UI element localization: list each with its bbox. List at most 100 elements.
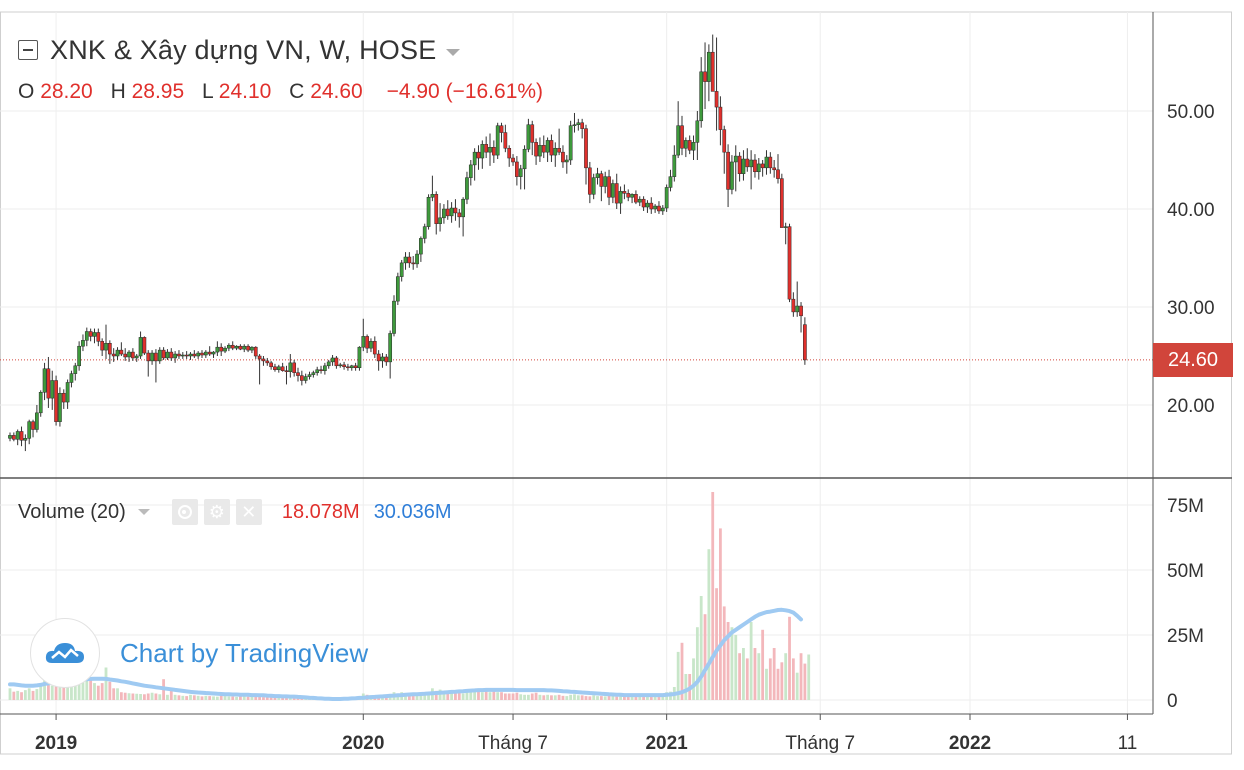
- candle: [192, 350, 197, 358]
- candle: [468, 160, 473, 186]
- time-tick-label: 2020: [342, 733, 384, 754]
- collapse-icon[interactable]: [18, 40, 38, 60]
- remove-button[interactable]: ✕: [235, 499, 262, 525]
- candle: [23, 434, 28, 452]
- candle: [330, 355, 335, 366]
- candle: [726, 144, 730, 208]
- candle: [779, 173, 784, 228]
- visibility-button[interactable]: [171, 499, 198, 525]
- candle-body: [587, 167, 592, 195]
- candle-body: [710, 51, 715, 92]
- candle-body: [88, 331, 93, 337]
- volume-bar: [415, 694, 419, 700]
- price-tick-label: 20.00: [1167, 396, 1215, 417]
- candle: [634, 190, 638, 205]
- candle: [730, 155, 734, 195]
- chevron-down-icon[interactable]: [137, 509, 150, 515]
- volume-bar: [599, 696, 603, 700]
- candle-body: [246, 345, 250, 351]
- candle-body: [515, 161, 519, 177]
- volume-bar: [119, 692, 123, 700]
- candle: [445, 200, 450, 220]
- volume-bar: [246, 696, 250, 700]
- candle: [84, 327, 89, 347]
- volume-bar: [127, 693, 131, 700]
- candle: [668, 169, 673, 192]
- volume-bar: [530, 693, 534, 700]
- candle-body: [307, 374, 312, 377]
- candle: [511, 154, 515, 166]
- volume-bar: [496, 692, 500, 700]
- volume-bar: [492, 690, 496, 700]
- volume-bar: [208, 696, 212, 700]
- time-tick-label: 2021: [645, 733, 688, 754]
- volume-bar: [200, 696, 204, 700]
- series-title[interactable]: XNK & Xây dựng VN, W, HOSE: [50, 34, 437, 65]
- candle: [111, 348, 116, 362]
- candle-body: [756, 163, 761, 173]
- volume-bar: [204, 695, 208, 700]
- volume-bar: [523, 694, 526, 700]
- volume-bar: [135, 693, 139, 700]
- candle-body: [461, 198, 465, 218]
- candle: [319, 365, 323, 374]
- candle: [35, 405, 39, 433]
- candle-body: [200, 352, 204, 356]
- settings-button[interactable]: ⚙: [203, 499, 230, 525]
- candle: [257, 354, 262, 385]
- candle-body: [407, 256, 412, 264]
- candle-body: [776, 169, 780, 179]
- volume-bar: [85, 667, 89, 700]
- candle: [507, 145, 512, 167]
- candle: [296, 367, 300, 382]
- candle-body: [42, 368, 47, 393]
- candle: [572, 112, 577, 133]
- volume-bar: [150, 692, 154, 700]
- candle-body: [603, 176, 608, 187]
- volume-bar: [192, 695, 196, 700]
- volume-bar: [795, 672, 799, 700]
- chevron-down-icon[interactable]: [446, 48, 461, 56]
- volume-bar: [707, 549, 711, 700]
- candle: [154, 349, 158, 383]
- candle-body: [196, 352, 201, 357]
- candle: [630, 193, 634, 204]
- candle: [165, 349, 170, 360]
- volume-bar: [146, 693, 150, 700]
- close-icon: ✕: [241, 501, 257, 522]
- candle: [576, 118, 581, 131]
- candle-body: [127, 351, 131, 358]
- volume-bar: [734, 635, 738, 700]
- series-header: XNK & Xây dựng VN, W, HOSE: [18, 30, 461, 70]
- candle: [177, 350, 181, 359]
- candle: [653, 204, 657, 213]
- candle: [676, 101, 681, 159]
- volume-bar: [638, 696, 642, 700]
- candle: [58, 387, 62, 427]
- volume-title[interactable]: Volume (20): [18, 500, 126, 523]
- candle: [96, 328, 101, 347]
- volume-bar: [580, 695, 584, 700]
- volume-bar: [684, 674, 688, 700]
- candle: [365, 334, 369, 354]
- candle: [50, 370, 55, 410]
- candle-body: [745, 158, 750, 168]
- candle: [480, 140, 485, 169]
- candle-body: [637, 198, 642, 203]
- volume-bar: [623, 696, 626, 700]
- volume-bar: [411, 694, 415, 700]
- tradingview-watermark[interactable]: Chart by TradingView: [30, 618, 368, 688]
- volume-tick-label: 25M: [1167, 626, 1204, 647]
- candle-body: [737, 155, 742, 174]
- candle-body: [288, 362, 293, 372]
- candle-body: [545, 140, 550, 153]
- candle-body: [342, 364, 346, 368]
- change-value: −4.90 (−16.61%): [386, 80, 544, 103]
- volume-bar: [703, 614, 707, 700]
- time-tick-label: Tháng 7: [478, 733, 548, 754]
- candle-body: [511, 157, 515, 163]
- candle-body: [299, 375, 304, 381]
- candle-body: [115, 349, 120, 357]
